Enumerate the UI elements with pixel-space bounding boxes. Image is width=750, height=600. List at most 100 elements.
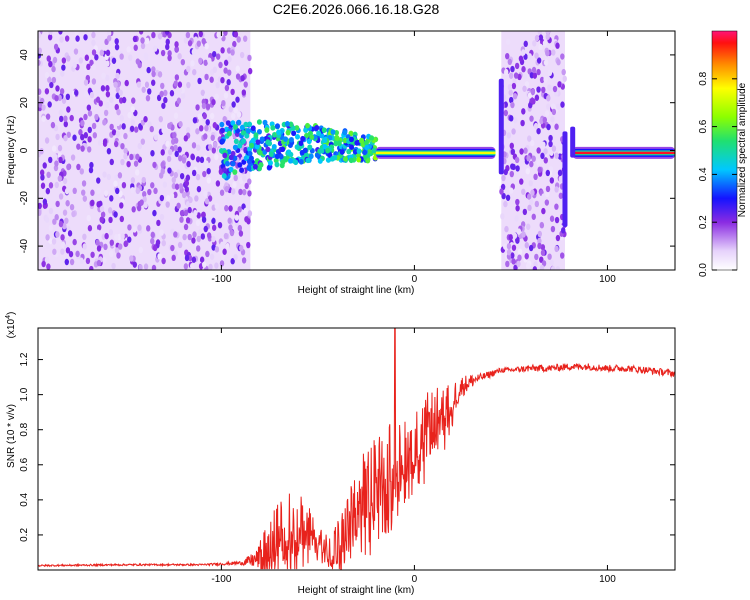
- spectrogram-cell: [257, 149, 263, 156]
- spectrogram-cell: [40, 174, 45, 181]
- spectrogram-cell: [233, 31, 239, 38]
- spectrogram-cell: [219, 127, 225, 134]
- spectrogram-cell: [286, 149, 292, 155]
- spectrogram-cell: [205, 103, 211, 110]
- spectrogram-cell: [545, 33, 550, 40]
- spectrogram-cell: [118, 190, 123, 198]
- spectrogram-cell: [176, 202, 181, 209]
- spectrogram-cell: [44, 137, 50, 144]
- spectrogram-cell: [46, 171, 51, 179]
- spectrogram-cell: [244, 182, 249, 190]
- spectrogram-cell: [109, 195, 114, 202]
- spectrogram-cell: [151, 31, 156, 39]
- spectrogram-cell: [507, 58, 513, 66]
- spectrogram-cell: [91, 64, 97, 71]
- spectrogram-xtick-label: 100: [599, 274, 616, 285]
- spectrogram-cell: [126, 46, 131, 53]
- spectrogram-cell: [144, 54, 149, 61]
- spectrogram-cell: [258, 162, 264, 168]
- spectrogram-cell: [541, 86, 546, 94]
- spectrogram-cell: [166, 155, 172, 163]
- spectrogram-cell: [224, 84, 230, 92]
- spectrogram-cell: [152, 161, 157, 169]
- spectrogram-cell: [305, 157, 311, 164]
- spectrogram-cell: [88, 166, 94, 174]
- spectrogram-cell: [178, 155, 183, 162]
- spectrogram-cell: [38, 59, 41, 66]
- spectrogram-cell: [132, 226, 137, 233]
- spectrogram-cell: [300, 135, 306, 142]
- spectrogram-cell: [158, 115, 163, 123]
- spectrogram-cell: [111, 57, 117, 64]
- spectrogram-cell: [352, 148, 358, 155]
- spectrogram-cell: [545, 31, 551, 35]
- spectrogram-cell: [509, 142, 514, 150]
- spectrogram-cell: [205, 250, 210, 258]
- spectrogram-cell: [551, 49, 556, 56]
- spectrogram-cell: [298, 140, 304, 147]
- spectrogram-cell: [83, 132, 89, 139]
- spectrogram-cell: [206, 177, 212, 184]
- spectrogram-cell: [193, 209, 198, 217]
- spectrogram-cell: [499, 188, 504, 195]
- spectrogram-cell: [231, 113, 236, 120]
- spectrogram-cell: [205, 119, 210, 126]
- spectrogram-cell: [103, 204, 108, 212]
- spectrogram-cell: [521, 66, 526, 73]
- spectrogram-cell: [83, 79, 89, 86]
- spectrogram-cell: [211, 235, 216, 243]
- spectrogram-cell: [214, 262, 219, 269]
- spectrogram-cell: [514, 156, 520, 164]
- spectrogram-cell: [72, 238, 77, 246]
- spectrogram-cell: [123, 153, 128, 160]
- spectrogram-cell: [223, 31, 228, 36]
- spectrogram-cell: [48, 156, 53, 164]
- spectrogram-cell: [246, 241, 251, 249]
- snr-xtick-label: 100: [599, 574, 616, 585]
- spectrogram-cell: [183, 223, 189, 231]
- spectrogram-cell: [55, 85, 60, 92]
- spectrogram-cell: [534, 253, 539, 261]
- spectrogram-cell: [247, 150, 253, 157]
- spectrogram-cell: [115, 119, 121, 127]
- spectrogram-cell: [544, 110, 550, 117]
- spectrogram-cell: [224, 205, 229, 212]
- spectrogram-cell: [506, 132, 512, 139]
- spectrogram-cell: [371, 147, 377, 154]
- spectrogram-cell: [151, 264, 157, 270]
- spectrogram-cell: [509, 115, 514, 122]
- spectrogram-cell: [146, 225, 151, 232]
- spectrogram-cell: [99, 49, 105, 57]
- spectrogram-cell: [516, 260, 521, 268]
- spectrogram-cell: [503, 109, 509, 117]
- spectrogram-cell: [214, 153, 219, 161]
- spectrogram-cell: [531, 66, 537, 74]
- spectrogram-cell: [94, 229, 99, 237]
- spectrogram-cell: [538, 43, 543, 51]
- spectrogram-cell: [528, 180, 533, 187]
- spectrogram-cell: [120, 142, 125, 150]
- spectrogram-cell: [187, 233, 192, 241]
- spectrogram-cell: [173, 171, 179, 179]
- spectrogram-cell: [195, 104, 200, 111]
- snr-ytick-label: 0.8: [19, 422, 30, 436]
- spectrogram-cell: [211, 244, 216, 251]
- spectrogram-cell: [550, 225, 556, 233]
- spectrogram-cell: [294, 125, 300, 131]
- spectrogram-cell: [511, 82, 517, 90]
- spectrogram-cell: [120, 233, 125, 240]
- spectrogram-cell: [196, 40, 202, 47]
- spectrogram-cell: [134, 169, 140, 176]
- spectrogram-cell: [172, 131, 177, 139]
- spectrogram-cell: [38, 209, 42, 217]
- spectrogram-cell: [543, 59, 549, 66]
- spectrogram-cell: [162, 181, 168, 188]
- spectrogram-cell: [314, 124, 320, 131]
- spectrogram-cell: [523, 147, 528, 154]
- spectrogram-cell: [512, 93, 518, 100]
- spectrogram-cell: [54, 95, 59, 102]
- spectrogram-cell: [183, 135, 189, 142]
- spectrogram-cell: [305, 122, 311, 129]
- spectrogram-cell: [330, 129, 336, 135]
- colorbar-tick-label: 0.0: [698, 263, 709, 277]
